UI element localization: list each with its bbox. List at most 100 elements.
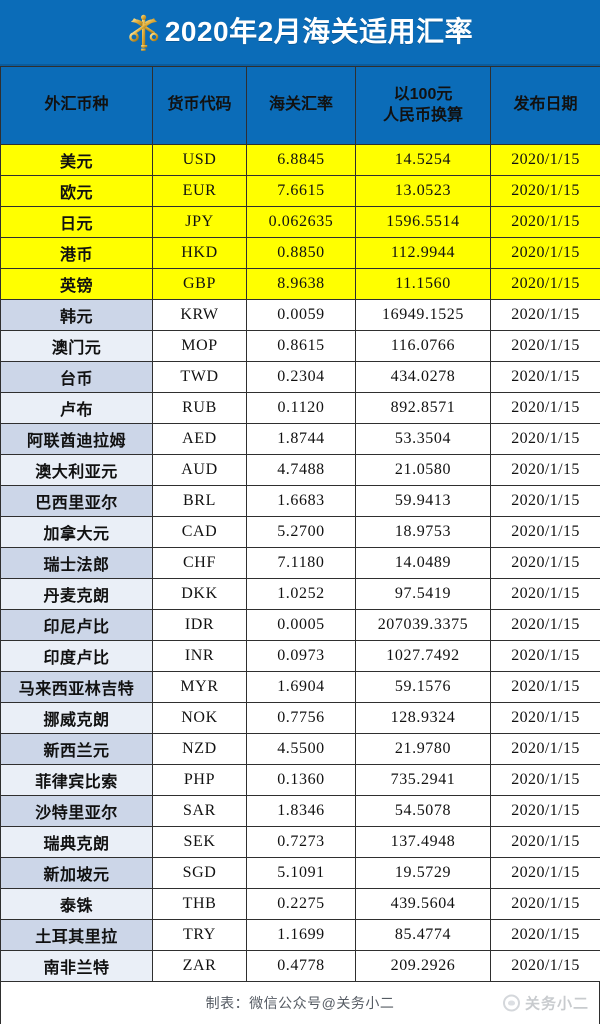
cell-currency-code: BRL bbox=[152, 485, 247, 517]
cell-per-100-cny: 85.4774 bbox=[355, 919, 491, 951]
cell-publish-date: 2020/1/15 bbox=[490, 516, 600, 548]
cell-customs-rate: 4.7488 bbox=[246, 454, 356, 486]
cell-currency-code: PHP bbox=[152, 764, 247, 796]
cell-currency-name: 日元 bbox=[0, 206, 153, 238]
column-header-publish-date: 发布日期 bbox=[490, 66, 600, 145]
cell-publish-date: 2020/1/15 bbox=[490, 764, 600, 796]
cell-currency-code: SEK bbox=[152, 826, 247, 858]
cell-customs-rate: 0.7756 bbox=[246, 702, 356, 734]
cell-publish-date: 2020/1/15 bbox=[490, 857, 600, 889]
cell-per-100-cny: 18.9753 bbox=[355, 516, 491, 548]
cell-currency-name: 挪威克朗 bbox=[0, 702, 153, 734]
cell-customs-rate: 6.8845 bbox=[246, 144, 356, 176]
cell-publish-date: 2020/1/15 bbox=[490, 299, 600, 331]
column-header-currency-name: 外汇币种 bbox=[0, 66, 153, 145]
cell-customs-rate: 0.0005 bbox=[246, 609, 356, 641]
cell-currency-name: 欧元 bbox=[0, 175, 153, 207]
cell-currency-code: AUD bbox=[152, 454, 247, 486]
cell-currency-name: 马来西亚林吉特 bbox=[0, 671, 153, 703]
cell-currency-name: 泰铢 bbox=[0, 888, 153, 920]
column-header-customs-rate: 海关汇率 bbox=[246, 66, 356, 145]
cell-per-100-cny: 1027.7492 bbox=[355, 640, 491, 672]
cell-per-100-cny: 21.9780 bbox=[355, 733, 491, 765]
cell-per-100-cny: 1596.5514 bbox=[355, 206, 491, 238]
table-row: 台币 TWD 0.2304 434.0278 2020/1/15 bbox=[0, 361, 600, 393]
cell-customs-rate: 7.1180 bbox=[246, 547, 356, 579]
table-header: 外汇币种 货币代码 海关汇率 以100元 人民币换算 发布日期 bbox=[0, 66, 600, 145]
column-header-per-100-cny-label: 以100元 bbox=[393, 86, 453, 104]
column-header-per-100-cny: 以100元 人民币换算 bbox=[355, 66, 491, 145]
cell-currency-code: THB bbox=[152, 888, 247, 920]
cell-publish-date: 2020/1/15 bbox=[490, 423, 600, 455]
table-row: 新加坡元 SGD 5.1091 19.5729 2020/1/15 bbox=[0, 857, 600, 889]
table-header-row: 外汇币种 货币代码 海关汇率 以100元 人民币换算 发布日期 bbox=[0, 66, 600, 145]
rates-table-wrapper: 外汇币种 货币代码 海关汇率 以100元 人民币换算 发布日期 bbox=[0, 66, 600, 982]
cell-currency-name: 美元 bbox=[0, 144, 153, 176]
cell-customs-rate: 0.062635 bbox=[246, 206, 356, 238]
table-row: 印尼卢比 IDR 0.0005 207039.3375 2020/1/15 bbox=[0, 609, 600, 641]
cell-currency-name: 韩元 bbox=[0, 299, 153, 331]
cell-currency-name: 菲律宾比索 bbox=[0, 764, 153, 796]
cell-publish-date: 2020/1/15 bbox=[490, 206, 600, 238]
table-row: 英镑 GBP 8.9638 11.1560 2020/1/15 bbox=[0, 268, 600, 300]
table-row: 丹麦克朗 DKK 1.0252 97.5419 2020/1/15 bbox=[0, 578, 600, 610]
cell-currency-code: NOK bbox=[152, 702, 247, 734]
table-row: 挪威克朗 NOK 0.7756 128.9324 2020/1/15 bbox=[0, 702, 600, 734]
cell-customs-rate: 0.0973 bbox=[246, 640, 356, 672]
footer-logo-label: 关务小二 bbox=[524, 995, 589, 1013]
cell-customs-rate: 0.8850 bbox=[246, 237, 356, 269]
cell-currency-code: GBP bbox=[152, 268, 247, 300]
cell-customs-rate: 0.2304 bbox=[246, 361, 356, 393]
table-row: 泰铢 THB 0.2275 439.5604 2020/1/15 bbox=[0, 888, 600, 920]
cell-publish-date: 2020/1/15 bbox=[490, 578, 600, 610]
cell-currency-name: 南非兰特 bbox=[0, 950, 153, 982]
cell-currency-name: 印尼卢比 bbox=[0, 609, 153, 641]
cell-currency-name: 港币 bbox=[0, 237, 153, 269]
cell-currency-code: MYR bbox=[152, 671, 247, 703]
cell-currency-name: 澳门元 bbox=[0, 330, 153, 362]
cell-currency-code: CHF bbox=[152, 547, 247, 579]
cell-publish-date: 2020/1/15 bbox=[490, 671, 600, 703]
cell-per-100-cny: 14.0489 bbox=[355, 547, 491, 579]
cell-per-100-cny: 137.4948 bbox=[355, 826, 491, 858]
cell-customs-rate: 0.8615 bbox=[246, 330, 356, 362]
cell-publish-date: 2020/1/15 bbox=[490, 454, 600, 486]
cell-currency-code: IDR bbox=[152, 609, 247, 641]
cell-customs-rate: 1.6683 bbox=[246, 485, 356, 517]
table-row: 澳门元 MOP 0.8615 116.0766 2020/1/15 bbox=[0, 330, 600, 362]
cell-per-100-cny: 53.3504 bbox=[355, 423, 491, 455]
table-row: 土耳其里拉 TRY 1.1699 85.4774 2020/1/15 bbox=[0, 919, 600, 951]
cell-currency-name: 英镑 bbox=[0, 268, 153, 300]
cell-per-100-cny: 16949.1525 bbox=[355, 299, 491, 331]
cell-publish-date: 2020/1/15 bbox=[490, 268, 600, 300]
cell-currency-name: 沙特里亚尔 bbox=[0, 795, 153, 827]
table-row: 沙特里亚尔 SAR 1.8346 54.5078 2020/1/15 bbox=[0, 795, 600, 827]
table-row: 美元 USD 6.8845 14.5254 2020/1/15 bbox=[0, 144, 600, 176]
cell-currency-code: RUB bbox=[152, 392, 247, 424]
column-header-currency-name-label: 外汇币种 bbox=[44, 96, 109, 114]
cell-currency-code: NZD bbox=[152, 733, 247, 765]
cell-per-100-cny: 14.5254 bbox=[355, 144, 491, 176]
cell-customs-rate: 1.1699 bbox=[246, 919, 356, 951]
cell-per-100-cny: 439.5604 bbox=[355, 888, 491, 920]
cell-currency-code: DKK bbox=[152, 578, 247, 610]
cell-publish-date: 2020/1/15 bbox=[490, 237, 600, 269]
table-row: 阿联酋迪拉姆 AED 1.8744 53.3504 2020/1/15 bbox=[0, 423, 600, 455]
column-header-customs-rate-label: 海关汇率 bbox=[268, 96, 333, 114]
cell-currency-code: EUR bbox=[152, 175, 247, 207]
cell-publish-date: 2020/1/15 bbox=[490, 888, 600, 920]
column-header-currency-code-label: 货币代码 bbox=[167, 96, 232, 114]
cell-customs-rate: 1.8744 bbox=[246, 423, 356, 455]
cell-per-100-cny: 112.9944 bbox=[355, 237, 491, 269]
cell-currency-code: INR bbox=[152, 640, 247, 672]
cell-publish-date: 2020/1/15 bbox=[490, 609, 600, 641]
cell-currency-code: SGD bbox=[152, 857, 247, 889]
cell-per-100-cny: 128.9324 bbox=[355, 702, 491, 734]
table-row: 日元 JPY 0.062635 1596.5514 2020/1/15 bbox=[0, 206, 600, 238]
cell-currency-name: 瑞典克朗 bbox=[0, 826, 153, 858]
cell-customs-rate: 1.8346 bbox=[246, 795, 356, 827]
cell-customs-rate: 8.9638 bbox=[246, 268, 356, 300]
cell-currency-name: 印度卢比 bbox=[0, 640, 153, 672]
cell-per-100-cny: 21.0580 bbox=[355, 454, 491, 486]
